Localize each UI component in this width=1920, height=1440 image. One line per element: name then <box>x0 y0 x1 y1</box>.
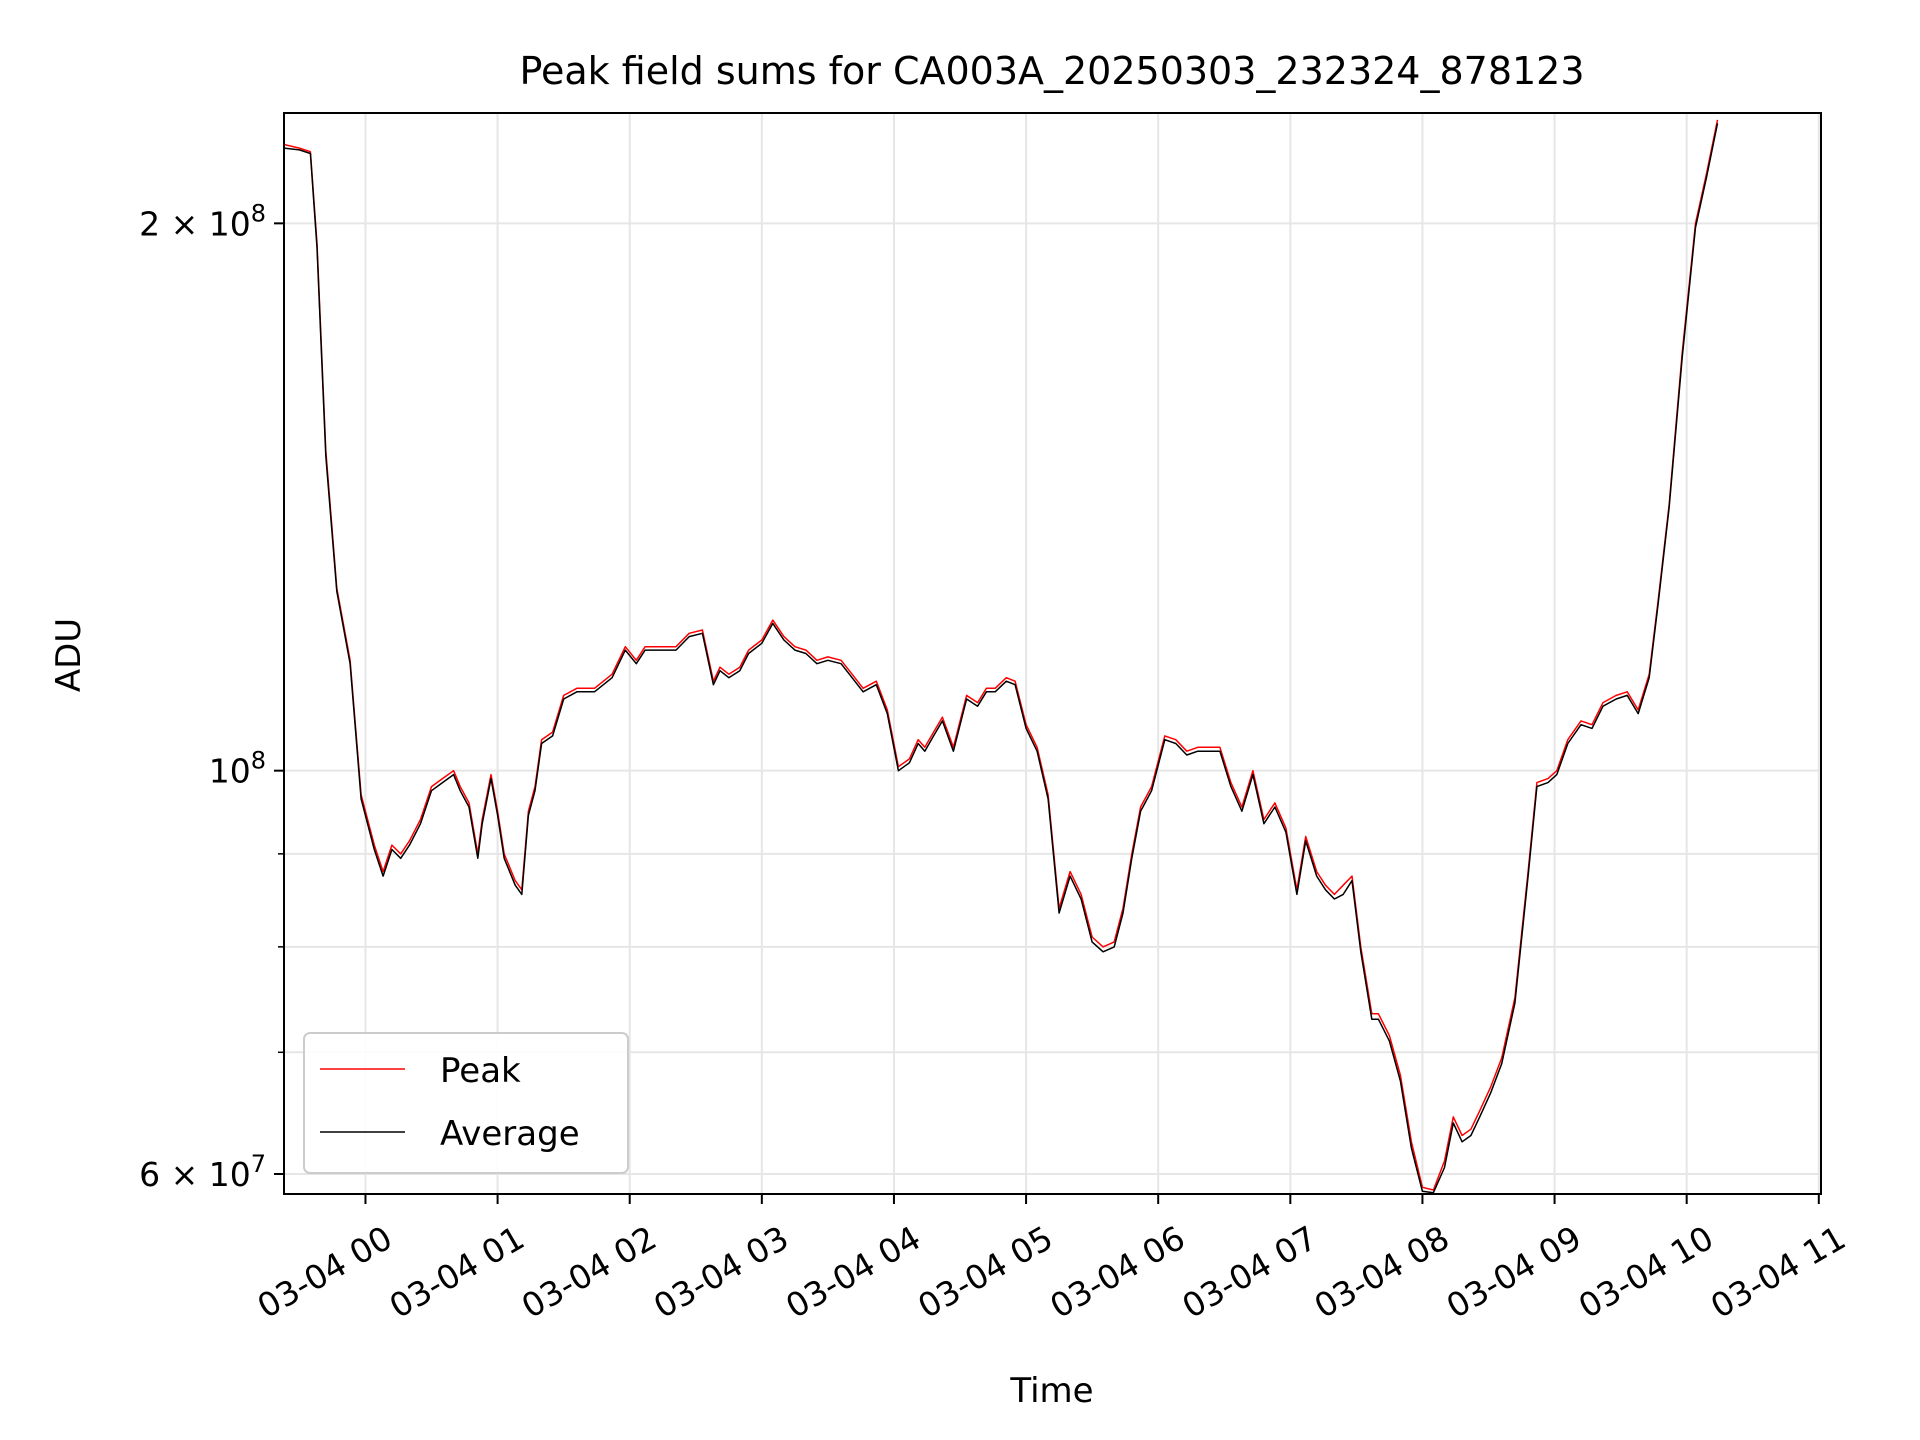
legend-label-peak: Peak <box>440 1051 521 1091</box>
legend: Peak Average <box>303 1032 629 1174</box>
y-tick-label: 6 × 107 <box>139 1150 266 1194</box>
y-axis-label: ADU <box>49 618 89 692</box>
series-line-average <box>284 123 1719 1194</box>
y-tick-label: 2 × 108 <box>139 199 266 243</box>
x-axis-label: Time <box>1009 1371 1093 1411</box>
plot-frame <box>283 112 1822 1195</box>
chart-title: Peak field sums for CA003A_20250303_2323… <box>519 49 1584 93</box>
y-tick-label: 108 <box>209 747 266 791</box>
grid <box>284 113 1821 1194</box>
legend-box <box>303 1032 629 1174</box>
series-layer <box>284 119 1719 1194</box>
legend-label-average: Average <box>440 1114 580 1154</box>
y-axis: 6 × 107 108 2 × 108 <box>139 199 284 1194</box>
